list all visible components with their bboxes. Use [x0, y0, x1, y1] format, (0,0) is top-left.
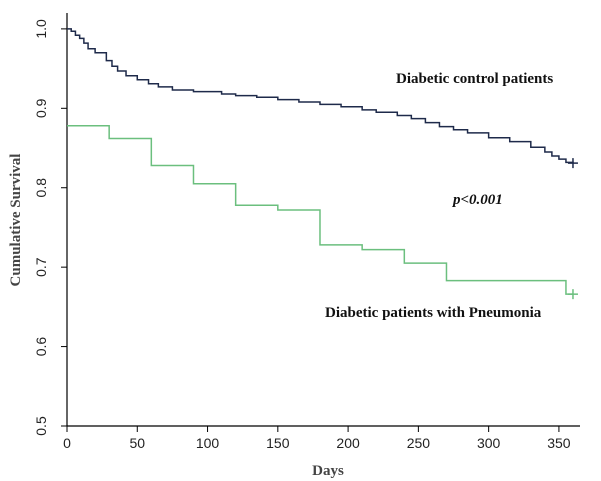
- y-axis-title: Cumulative Survival: [8, 154, 24, 287]
- survival-curve-1: [67, 125, 573, 295]
- y-tick-label: 0.9: [33, 98, 49, 118]
- censor-mark-1: [567, 289, 578, 300]
- x-tick-label: 0: [63, 435, 71, 451]
- p-value-annotation: p<0.001: [451, 192, 503, 208]
- y-tick-label: 0.5: [33, 416, 49, 436]
- x-tick-label: 200: [336, 435, 360, 451]
- x-tick-label: 150: [266, 435, 290, 451]
- censor-mark-0: [567, 158, 578, 169]
- ticks: 0 50 100 150 200 250 300 350 0.5 0.6 0.7 0.8 0.9 1.0: [33, 19, 571, 451]
- x-tick-label: 100: [196, 435, 220, 451]
- survival-curve-0: [67, 28, 574, 164]
- axes: [66, 13, 580, 427]
- x-tick-label: 250: [407, 435, 431, 451]
- y-tick-label: 0.7: [33, 257, 49, 277]
- x-axis-title: Days: [312, 463, 344, 479]
- series-label-pneumonia: Diabetic patients with Pneumonia: [325, 305, 542, 321]
- series-layer: [67, 28, 578, 300]
- series-label-control: Diabetic control patients: [396, 71, 553, 87]
- y-tick-label: 1.0: [33, 19, 49, 39]
- x-tick-label: 350: [547, 435, 571, 451]
- y-tick-label: 0.8: [33, 178, 49, 198]
- x-tick-label: 50: [129, 435, 145, 451]
- y-tick-label: 0.6: [33, 337, 49, 357]
- x-tick-label: 300: [477, 435, 501, 451]
